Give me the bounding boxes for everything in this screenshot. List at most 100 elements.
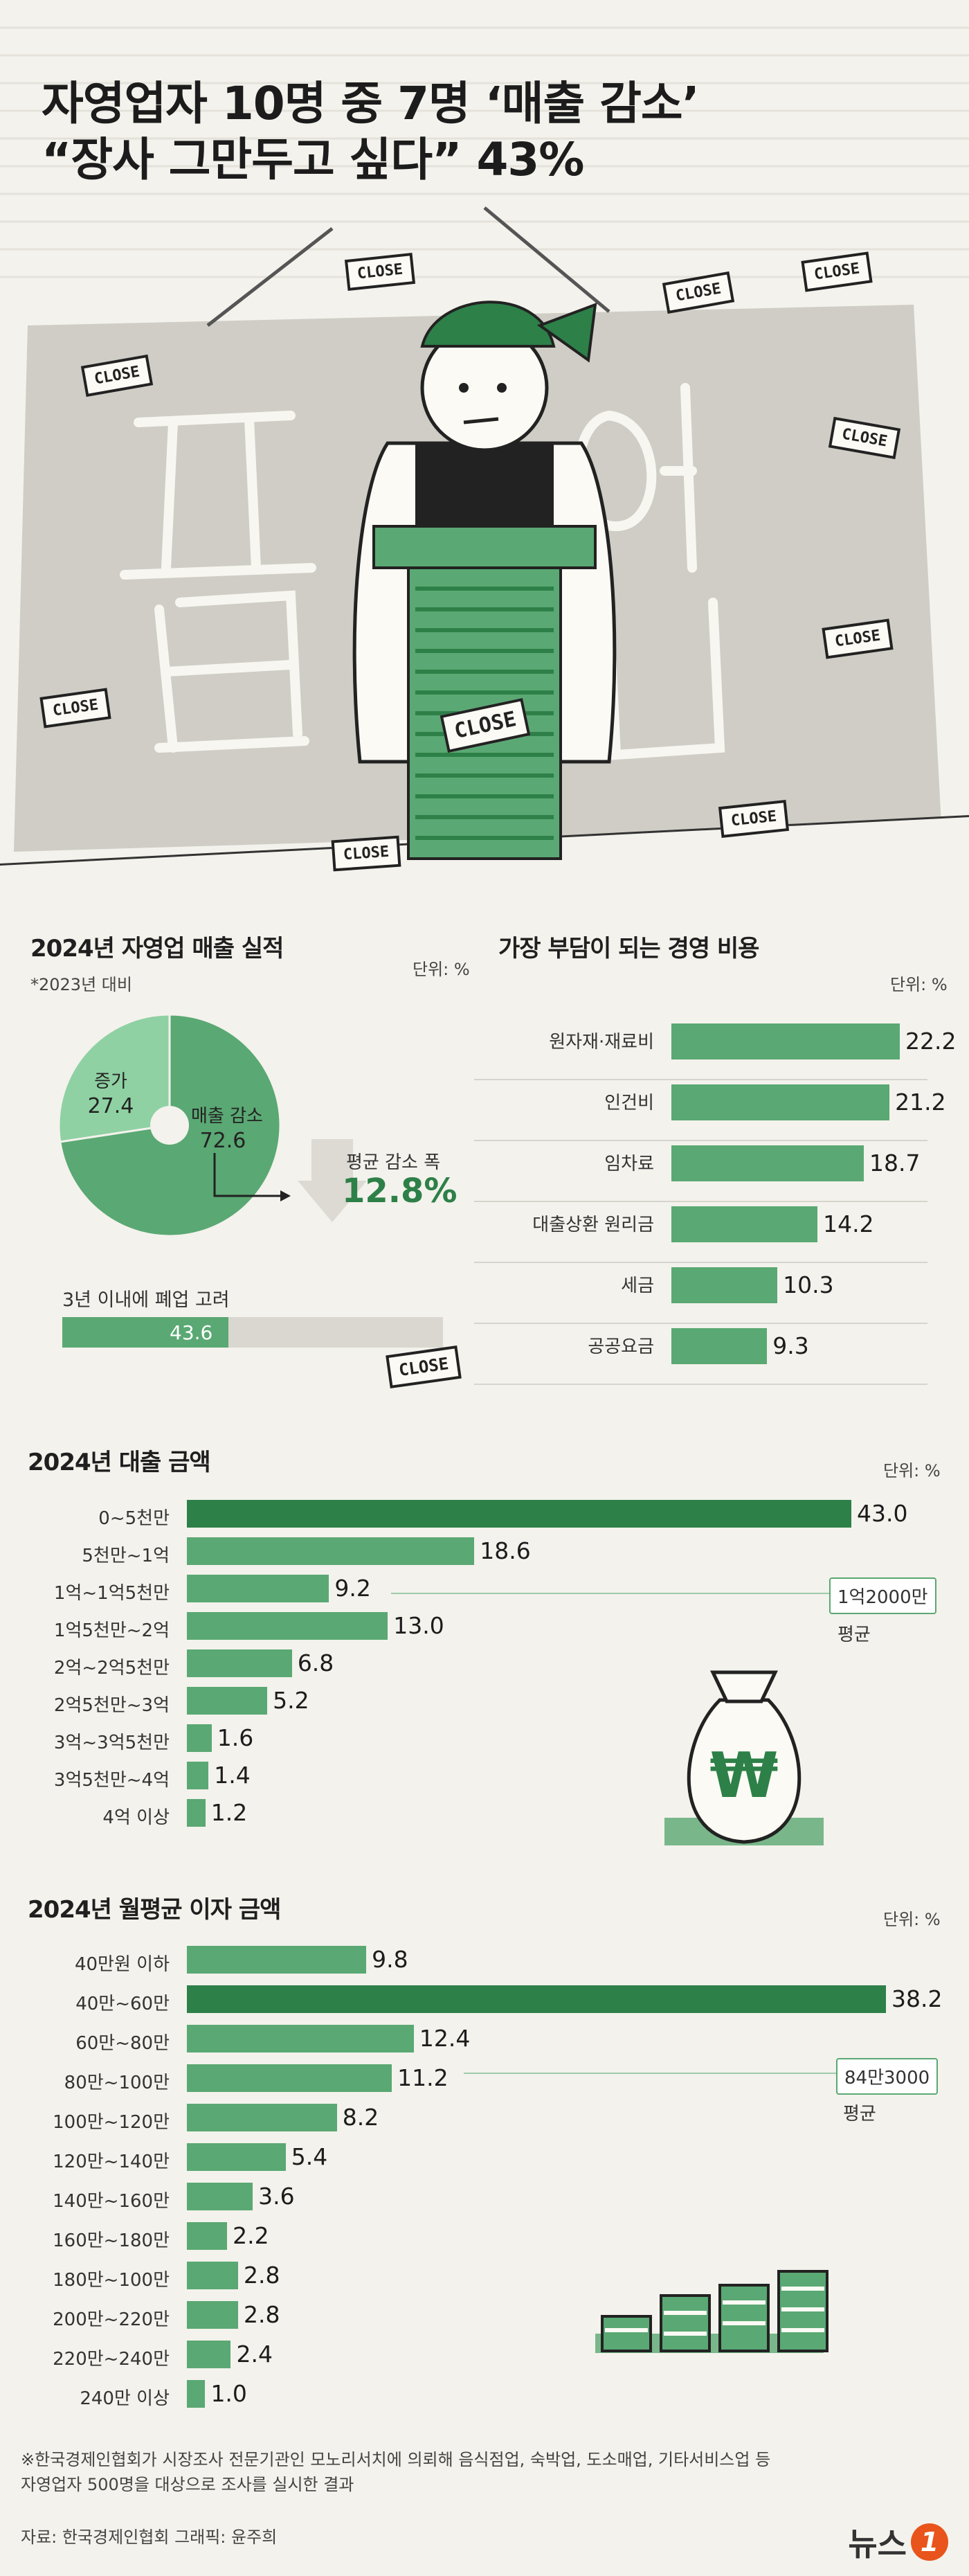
bar: [187, 1687, 268, 1715]
bar-category-label: 240만 이상: [80, 2388, 170, 2409]
bar-category-label: 2억5천만~3억: [53, 1695, 170, 1716]
page-title: 자영업자 10명 중 7명 ‘매출 감소’ “장사 그만두고 싶다” 43%: [42, 76, 700, 188]
bar-row-divider: [474, 1262, 927, 1263]
closure-label: 3년 이내에 폐업 고려: [62, 1289, 230, 1311]
bar-category-label: 100만~120만: [53, 2112, 170, 2133]
bar-category-label: 1억~1억5천만: [53, 1583, 170, 1604]
bar-value-label: 2.8: [244, 2301, 280, 2328]
interest-amount-title: 2024년 월평균 이자 금액: [28, 1896, 281, 1924]
pie-label-decrease: 매출 감소: [191, 1106, 263, 1127]
bar: [671, 1267, 778, 1303]
revenue-amount-unit: 단위: %: [883, 1461, 941, 1481]
revenue-avg-connector: [391, 1593, 831, 1594]
bar-row-divider: [474, 1323, 927, 1324]
bar-row-divider: [474, 1201, 927, 1202]
interest-amount-section: 2024년 월평균 이자 금액 단위: % 40만원 이하 9.8 40만~60만 3…: [0, 1877, 969, 2431]
bar-category-label: 220만~240만: [53, 2349, 170, 2370]
bar-value-label: 1.6: [217, 1724, 254, 1751]
sales-performance-subtitle: *2023년 대비: [30, 975, 132, 994]
pie-leader-arrowhead: [280, 1190, 291, 1201]
bar-value-label: 9.2: [334, 1575, 371, 1602]
bar-value-label: 5.2: [273, 1687, 309, 1714]
interest-avg-callout: 84만3000: [836, 2058, 939, 2095]
bar: [187, 2025, 414, 2052]
bar: [671, 1084, 890, 1120]
closure-bar-fill: [62, 1317, 228, 1348]
bar-value-label: 2.2: [233, 2222, 269, 2249]
bar: [187, 1946, 367, 1974]
bar-category-label: 40만~60만: [75, 1994, 170, 2014]
revenue-amount-section: 2024년 대출 금액 단위: % 0~5천만 43.0 5천만~1억 18.6 1억~…: [0, 1420, 969, 1863]
news-logo: 뉴스 1: [848, 2519, 948, 2565]
bar-value-label: 43.0: [857, 1500, 908, 1527]
source-credit: 자료: 한국경제인협회 그래픽: 윤주희: [21, 2528, 278, 2547]
bar-category-label: 120만~140만: [53, 2152, 170, 2172]
coin-stacks-icon: [595, 2270, 828, 2353]
podium: [372, 525, 597, 860]
bar-category-label: 1억5천만~2억: [53, 1620, 170, 1641]
bar: [187, 2143, 286, 2171]
svg-text:₩: ₩: [709, 1739, 778, 1812]
bar-value-label: 5.4: [291, 2143, 328, 2170]
bar-category-label: 180만~100만: [53, 2270, 170, 2291]
bar: [187, 2183, 253, 2210]
bar-value-label: 18.6: [480, 1537, 531, 1564]
bar: [671, 1328, 768, 1364]
interest-avg-connector: [464, 2073, 837, 2074]
closure-value: 43.6: [170, 1321, 213, 1344]
bar: [187, 1575, 329, 1602]
bar: [187, 2222, 228, 2250]
bar-value-label: 18.7: [869, 1150, 921, 1177]
bar: [671, 1023, 900, 1059]
footnote-line-1: ※한국경제인협회가 시장조사 전문기관인 모노리서치에 의뢰해 음식점업, 숙박…: [21, 2450, 771, 2469]
bar-value-label: 1.0: [210, 2380, 247, 2407]
bar-value-label: 11.2: [397, 2064, 449, 2091]
title-line-1: 자영업자 10명 중 7명 ‘매출 감소’: [42, 77, 700, 130]
bar-value-label: 9.3: [772, 1332, 809, 1359]
avg-drop-value: 12.8%: [342, 1172, 458, 1210]
sales-performance-title: 2024년 자영업 매출 실적: [30, 935, 284, 963]
sales-performance-section: 2024년 자영업 매출 실적 *2023년 대비 단위: % 증가 27.4 매출…: [0, 893, 484, 1378]
bar: [187, 2064, 392, 2092]
pie-value-decrease: 72.6: [200, 1129, 246, 1153]
bar-category-label: 200만~220만: [53, 2309, 170, 2330]
interest-amount-unit: 단위: %: [883, 1910, 941, 1929]
bar-category-label: 임차료: [604, 1154, 654, 1174]
bar: [187, 2341, 231, 2368]
bar-category-label: 공공요금: [588, 1336, 654, 1357]
bar-value-label: 10.3: [783, 1271, 834, 1298]
cost-burden-unit: 단위: %: [890, 975, 948, 994]
revenue-amount-title: 2024년 대출 금액: [28, 1449, 211, 1476]
logo-badge: 1: [911, 2523, 948, 2561]
bar-category-label: 80만~100만: [64, 2073, 170, 2093]
hero-illustration: CLOSE CLOSE CLOSE CLOSE CLOSE CLOSE CLOSE CLOSE…: [0, 0, 969, 893]
pie-label-increase: 증가: [94, 1071, 127, 1092]
bar: [187, 2262, 239, 2289]
bar-value-label: 2.8: [244, 2262, 280, 2289]
bar-category-label: 40만원 이하: [74, 1954, 170, 1975]
money-bag-icon: ₩: [664, 1670, 824, 1845]
bar: [187, 1649, 292, 1677]
bar-value-label: 3.6: [258, 2183, 295, 2210]
bar-category-label: 5천만~1억: [82, 1546, 170, 1566]
bar-value-label: 14.2: [823, 1210, 874, 1237]
revenue-avg-callout: 1억2000만: [829, 1577, 936, 1614]
bar-category-label: 세금: [621, 1276, 654, 1296]
pie-center-hole: [150, 1106, 189, 1145]
bar: [187, 2104, 337, 2131]
bar: [671, 1145, 864, 1181]
pie-slice-increase: [57, 1014, 171, 1143]
bar-row-divider: [474, 1079, 927, 1080]
bar-value-label: 8.2: [342, 2104, 379, 2131]
cost-burden-section: 가장 부담이 되는 경영 비용 단위: % 원자재·재료비 22.2 인건비 21.2…: [474, 893, 969, 1385]
bar-category-label: 3억5천만~4억: [53, 1770, 170, 1791]
logo-text: 뉴스: [848, 2525, 907, 2563]
avg-drop-label: 평균 감소 폭: [346, 1152, 441, 1173]
bar: [187, 2380, 206, 2408]
bar: [187, 1799, 206, 1827]
bar-value-label: 1.2: [210, 1799, 248, 1826]
bar-category-label: 160만~180만: [53, 2230, 170, 2251]
revenue-avg-label: 평균: [837, 1625, 871, 1645]
bar-value-label: 6.8: [297, 1649, 334, 1676]
